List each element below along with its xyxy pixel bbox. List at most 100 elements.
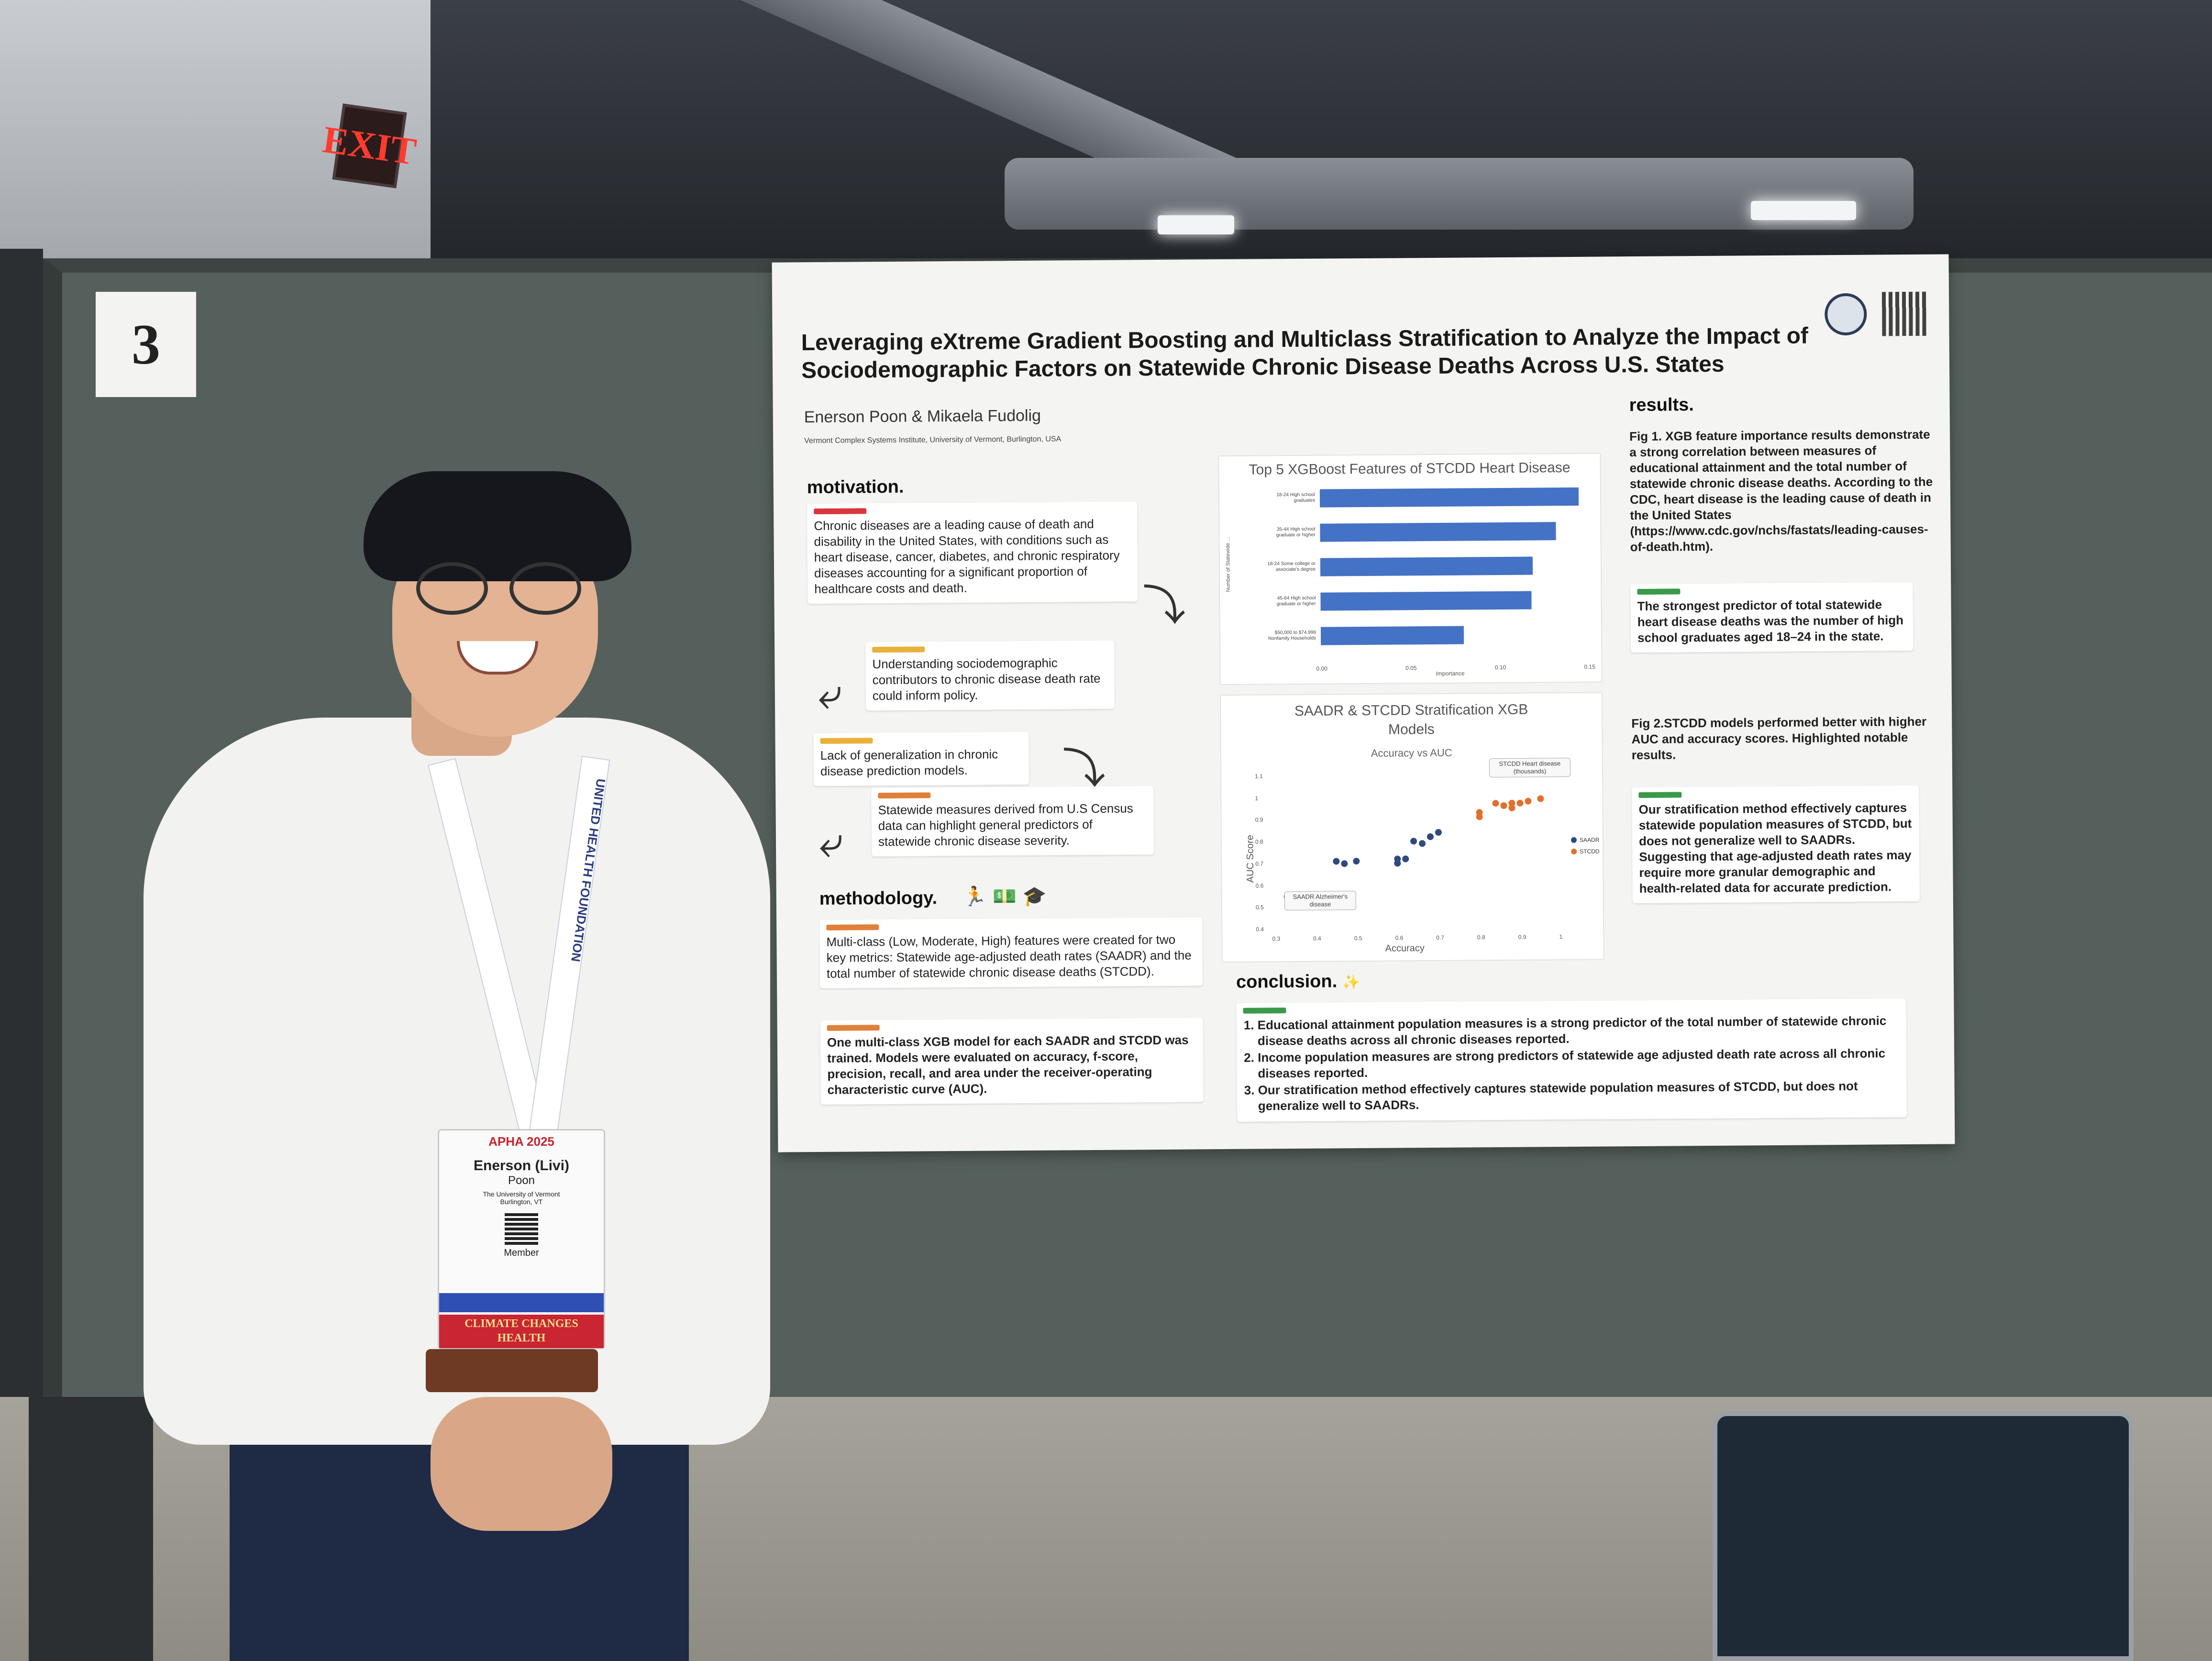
results-highlight-card: The strongest predictor of total statewi…	[1630, 582, 1913, 653]
bar-chart-ylabel: Number of Statewide ...	[1225, 537, 1231, 592]
scatter-point	[1516, 800, 1524, 807]
motivation-tag	[814, 508, 867, 515]
highlight-tag	[1637, 588, 1681, 595]
bar-category-label: $50,000 to $74,999 Nonfamily Households	[1268, 630, 1316, 642]
motivation-card: Lack of generalization in chronic diseas…	[813, 731, 1029, 786]
motivation-card-text: Statewide measures derived from U.S Cens…	[878, 801, 1133, 849]
scatter-point	[1418, 840, 1426, 847]
person-hair	[364, 471, 631, 581]
scatter-y-tick: 0.7	[1255, 860, 1264, 867]
scatter-point	[1500, 802, 1507, 809]
fig2-caption: Fig 2.STCDD models performed better with…	[1631, 714, 1927, 763]
scatter-annotation: STCDD Heart disease (thousands)	[1489, 757, 1571, 778]
bar-x-tick: 0.15	[1584, 663, 1595, 670]
scatter-point	[1525, 797, 1532, 805]
attendee-badge: APHA 2025 Enerson (Livi) Poon The Univer…	[438, 1129, 605, 1349]
highlight-text: The strongest predictor of total statewi…	[1637, 597, 1904, 645]
badge-blue-stripe	[439, 1293, 604, 1312]
scatter-legend-entry: SAADR	[1571, 837, 1599, 843]
poster-authors: Enerson Poon & Mikaela Fudolig	[804, 406, 1041, 427]
badge-ribbon: CLIMATE CHANGES HEALTH	[439, 1315, 604, 1348]
badge-surname: Poon	[508, 1174, 535, 1187]
scatter-point	[1402, 855, 1409, 863]
scatter-y-tick: 0.5	[1255, 904, 1264, 911]
conclusion-heading: conclusion. ✨	[1236, 971, 1360, 993]
bar-category-label: 18-24 High school graduates	[1276, 492, 1316, 504]
bar-x-tick: 0.00	[1316, 665, 1327, 672]
motivation-card-text: Understanding sociodemographic contribut…	[872, 655, 1101, 703]
motivation-card: Understanding sociodemographic contribut…	[865, 640, 1115, 711]
scatter-point	[1340, 860, 1348, 867]
glasses	[509, 562, 581, 615]
feature-bar	[1320, 522, 1556, 542]
scatter-point	[1394, 855, 1401, 863]
scatter-legend-entry: STCDD	[1571, 848, 1600, 855]
methodology-tag	[827, 1025, 880, 1031]
highlight-text: Our stratification method effectively ca…	[1638, 800, 1912, 896]
bar-category-label: 35-44 High school graduate or higher	[1276, 526, 1316, 538]
sparkle-icon: ✨	[1337, 974, 1360, 991]
legend-label: SAADR	[1579, 836, 1600, 843]
scatter-y-tick: 1.1	[1255, 773, 1263, 780]
exit-sign: EXIT	[321, 103, 419, 188]
motivation-heading: motivation.	[807, 476, 904, 498]
motivation-tag	[872, 646, 925, 653]
board-post	[0, 249, 43, 1397]
poster-title: Leveraging eXtreme Gradient Boosting and…	[801, 323, 1809, 384]
scatter-point	[1435, 829, 1442, 836]
highlight-tag	[1638, 792, 1682, 798]
scatter-x-tick: 0.6	[1395, 934, 1404, 941]
research-poster: Leveraging eXtreme Gradient Boosting and…	[772, 254, 1955, 1152]
scatter-y-tick: 0.6	[1255, 882, 1264, 889]
badge-role: Member	[504, 1248, 539, 1258]
scatter-point	[1508, 804, 1515, 811]
bar-category-label: 18-24 Some college or associate's degree	[1267, 561, 1316, 573]
scatter-x-tick: 0.3	[1272, 935, 1281, 942]
scatter-x-tick: 0.9	[1518, 933, 1526, 941]
conclusion-list: Educational attainment population measur…	[1258, 1013, 1900, 1114]
scatter-x-tick: 0.7	[1436, 934, 1445, 941]
conclusion-item: Educational attainment population measur…	[1258, 1013, 1900, 1049]
feature-bar	[1320, 591, 1532, 611]
motivation-tag	[878, 792, 931, 799]
badge-city: Burlington, VT	[500, 1198, 543, 1206]
glasses	[416, 562, 488, 615]
motivation-card: Statewide measures derived from U.S Cens…	[871, 786, 1154, 857]
accuracy-auc-chart: SAADR & STCDD Stratification XGB Models …	[1219, 692, 1604, 963]
methodology-tag	[826, 924, 879, 930]
chair	[1713, 1411, 2134, 1661]
board-base	[29, 1397, 153, 1661]
scatter-point	[1353, 858, 1360, 865]
legend-swatch	[1571, 848, 1577, 854]
scatter-y-tick: 0.4	[1256, 926, 1264, 933]
scatter-x-tick: 0.4	[1313, 935, 1321, 942]
fig1-caption: Fig 1. XGB feature importance results de…	[1629, 427, 1933, 554]
scatter-point	[1492, 800, 1499, 807]
feature-bar	[1320, 626, 1464, 645]
results-heading: results.	[1629, 395, 1694, 416]
feature-bar	[1319, 487, 1579, 508]
scatter-x-tick: 1	[1559, 933, 1563, 941]
scatter-x-tick: 0.5	[1354, 935, 1362, 942]
methodology-heading: methodology.	[819, 888, 938, 909]
bar-chart-xlabel: Importance	[1436, 670, 1465, 677]
feature-bar	[1320, 556, 1533, 576]
conclusion-heading-text: conclusion.	[1236, 971, 1338, 992]
methodology-icons: 🏃 💵 🎓	[962, 885, 1047, 908]
bar-x-tick: 0.10	[1494, 664, 1506, 671]
qr-code-icon	[1882, 291, 1926, 336]
methodology-card-text: One multi-class XGB model for each SAADR…	[827, 1032, 1189, 1097]
scatter-point	[1537, 795, 1544, 802]
motivation-card: Chronic diseases are a leading cause of …	[807, 501, 1138, 604]
badge-event: APHA 2025	[488, 1134, 554, 1149]
conclusion-tag	[1243, 1008, 1286, 1014]
scatter-point	[1427, 833, 1434, 841]
badge-name: Enerson (Livi)	[473, 1158, 570, 1174]
scatter-chart-title: SAADR & STCDD Stratification XGB Models	[1294, 701, 1528, 738]
board-number-card: 3	[96, 292, 196, 397]
belt	[426, 1349, 598, 1392]
scatter-y-tick: 0.9	[1255, 816, 1263, 824]
methodology-card: Multi-class (Low, Moderate, High) featur…	[819, 917, 1203, 988]
legend-label: STCDD	[1580, 848, 1600, 855]
bar-category-label: 45-64 High school graduate or higher	[1276, 595, 1316, 607]
